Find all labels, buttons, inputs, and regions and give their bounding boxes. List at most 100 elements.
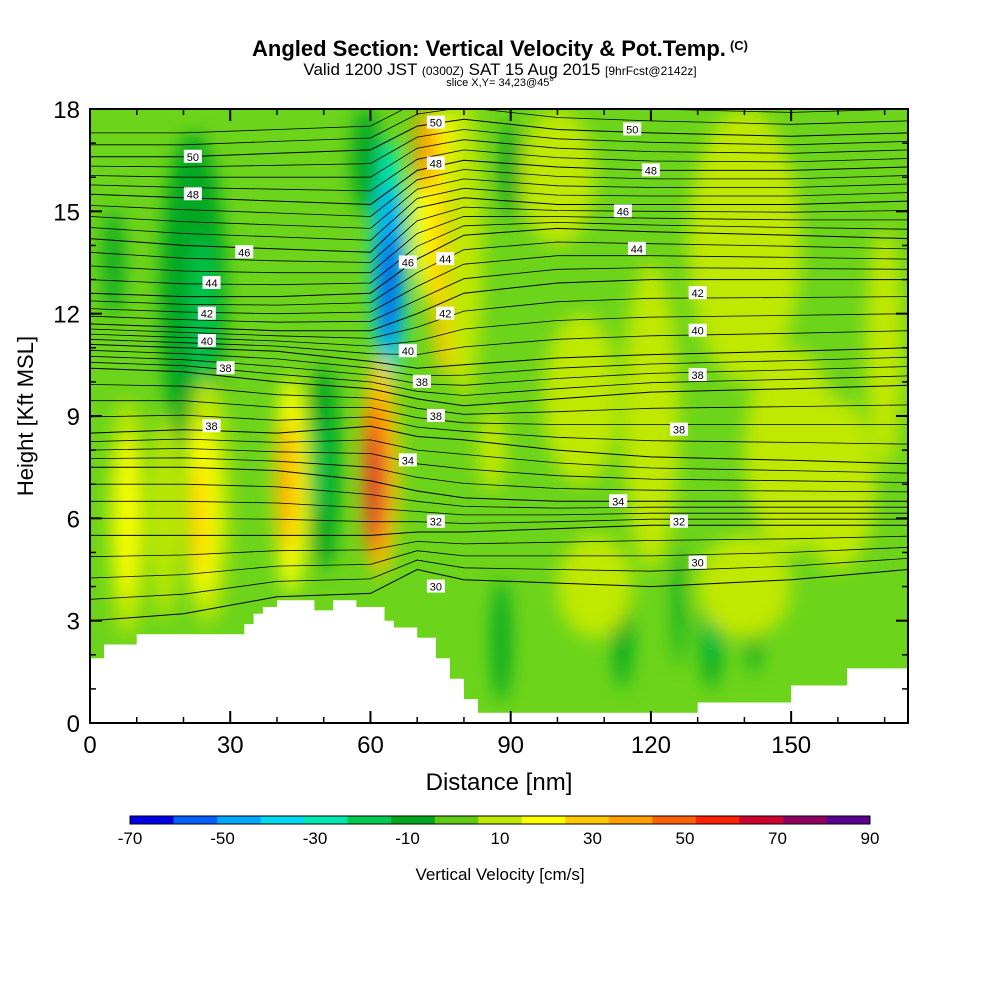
contour-label-text: 40	[692, 326, 704, 338]
contour-label: 48	[426, 156, 445, 171]
y-tick-label: 0	[67, 711, 80, 738]
colorbar-swatch	[652, 816, 697, 824]
contour-label: 32	[669, 514, 688, 529]
velocity-cell	[622, 262, 679, 570]
contour-label: 50	[426, 115, 445, 130]
contour-label-text: 50	[430, 118, 442, 130]
contour-label: 30	[426, 579, 445, 594]
colorbar-swatch	[130, 816, 175, 824]
contour-label-text: 38	[692, 370, 704, 382]
contour-label: 38	[688, 368, 707, 382]
y-tick-label: 18	[53, 97, 80, 124]
contour-label-text: 48	[645, 165, 657, 177]
theta-contour-minor	[90, 546, 908, 579]
velocity-cell	[491, 579, 511, 703]
velocity-cell	[351, 109, 380, 215]
contour-label-text: 48	[430, 159, 442, 171]
contour-label-text: 44	[205, 278, 217, 290]
x-tick-label: 60	[357, 732, 384, 759]
contour-label-box	[669, 422, 688, 436]
contour-label-text: 50	[187, 152, 199, 164]
theta-contour-minor	[90, 109, 908, 146]
contour-label-text: 38	[416, 377, 428, 389]
theta-contour-44	[90, 227, 908, 298]
theta-contour-minor	[90, 500, 908, 516]
x-tick-label: 0	[83, 732, 96, 759]
theta-contour-minor	[90, 206, 908, 263]
velocity-cell	[277, 416, 295, 553]
chart-title-text: Angled Section: Vertical Velocity & Pot.…	[252, 36, 726, 61]
contour-label: 40	[197, 333, 216, 348]
contour-label: 48	[641, 163, 660, 177]
contour-label-text: 44	[439, 254, 451, 266]
x-tick-label: 30	[217, 732, 244, 759]
contour-label-box	[688, 323, 707, 337]
contour-label-box	[426, 156, 445, 170]
contour-label: 38	[412, 374, 431, 389]
y-tick-label: 12	[53, 302, 80, 329]
colorbar-tick-label: 90	[861, 829, 880, 848]
contour-label-box	[426, 579, 445, 593]
contour-label-text: 38	[219, 363, 231, 375]
contour-label: 48	[183, 187, 202, 201]
slice-info: slice X,Y= 34,23@45°	[446, 77, 554, 89]
contour-label: 38	[426, 409, 445, 423]
contour-label-text: 34	[612, 496, 624, 508]
contour-label-box	[183, 187, 202, 201]
contour-label-box	[197, 306, 216, 320]
contour-label: 46	[398, 255, 417, 270]
contour-label-box	[216, 361, 235, 375]
contour-label-box	[436, 252, 455, 266]
colorbar-tick-label: 30	[583, 829, 602, 848]
colorbar-swatch	[521, 816, 566, 824]
contour-label: 38	[669, 422, 688, 437]
terrain	[90, 600, 908, 723]
colorbar-frame	[129, 815, 871, 825]
contour-label-box	[688, 555, 707, 569]
contour-label: 38	[216, 361, 235, 375]
contour-label-text: 46	[402, 258, 414, 270]
colorbar-swatch	[173, 816, 218, 824]
colorbar-tick-label: -30	[303, 829, 328, 848]
theta-contour-minor	[90, 330, 908, 356]
y-tick-label: 15	[53, 199, 80, 226]
velocity-cell	[477, 409, 507, 492]
contour-label-text: 42	[692, 288, 704, 300]
contour-label-box	[202, 419, 221, 433]
velocity-cell	[520, 109, 595, 246]
contour-labels: 50 48 46 44 42 40 38 38 50 48 46 44 42 40 38 38 34 32 30 50…	[183, 115, 707, 594]
contour-label-box	[398, 255, 417, 269]
theta-contour-minor	[90, 267, 908, 323]
y-tick-label: 9	[67, 404, 80, 431]
colorbar-swatch	[478, 816, 523, 824]
contour-label-box	[641, 163, 660, 177]
x-tick-label: 120	[631, 732, 671, 759]
y-tick-label: 6	[67, 506, 80, 533]
contour-label: 44	[627, 241, 646, 256]
contour-label-box	[436, 306, 455, 320]
theta-contour-38	[90, 367, 908, 407]
contour-label: 44	[436, 252, 455, 266]
contour-label-box	[688, 286, 707, 300]
contour-label: 30	[688, 555, 707, 570]
theta-contours	[90, 109, 908, 622]
velocity-cell	[382, 231, 397, 341]
contour-label: 42	[688, 286, 707, 300]
theta-contour-minor	[90, 483, 908, 509]
colorbar-tick-label: -10	[395, 829, 420, 848]
x-axis-label: Distance [nm]	[426, 769, 573, 796]
valid-time-utc: (0300Z)	[421, 64, 464, 78]
contour-label-box	[197, 333, 216, 347]
theta-contour-minor	[90, 187, 908, 241]
contour-label-box	[613, 204, 632, 218]
contour-label-text: 30	[430, 582, 442, 594]
valid-date: SAT 15 Aug 2015	[468, 60, 601, 79]
theta-contour-42	[90, 279, 908, 332]
colorbar: -70 -50 -30 -10 10 30 50 70 90	[118, 815, 880, 848]
theta-contour-minor	[90, 149, 908, 192]
theta-contour-minor	[90, 178, 908, 229]
theta-contour-minor	[90, 447, 908, 483]
contour-label-text: 38	[430, 411, 442, 423]
contour-label-box	[627, 241, 646, 255]
